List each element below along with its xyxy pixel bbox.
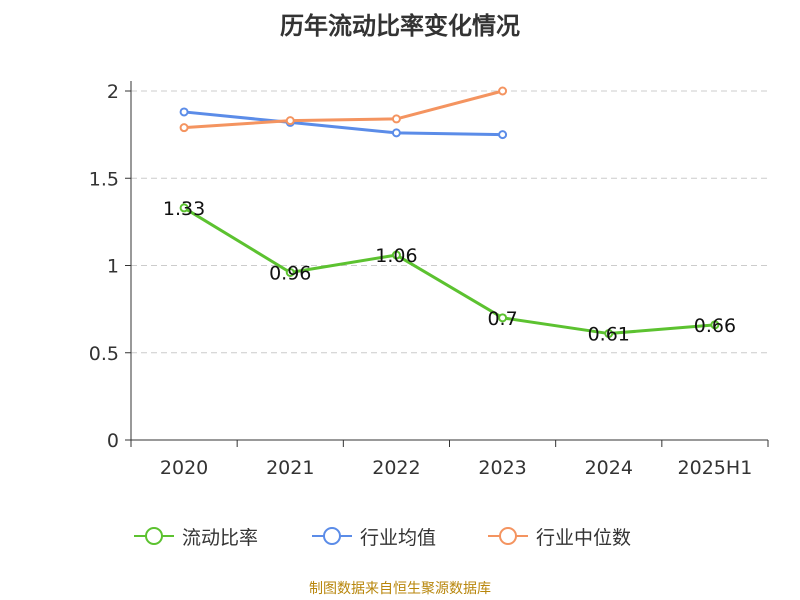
series-line bbox=[183, 206, 716, 336]
y-tick-label: 1 bbox=[107, 256, 119, 278]
data-point bbox=[391, 250, 401, 260]
data-point bbox=[179, 123, 189, 133]
data-label: 1.06 bbox=[375, 245, 417, 267]
x-tick-label: 2025H1 bbox=[678, 457, 753, 479]
data-label: 0.96 bbox=[269, 262, 311, 284]
series-line bbox=[183, 89, 503, 130]
y-tick-label: 0.5 bbox=[89, 343, 119, 365]
legend-swatch-industry-median bbox=[488, 527, 528, 545]
data-point bbox=[710, 320, 720, 330]
data-label: 0.7 bbox=[487, 308, 517, 330]
legend-item-industry-average[interactable]: 行业均值 bbox=[310, 522, 436, 550]
data-point bbox=[391, 114, 401, 124]
data-label: 0.66 bbox=[694, 315, 736, 337]
x-tick-label: 2023 bbox=[478, 457, 526, 479]
data-point bbox=[179, 203, 189, 213]
y-tick-label: 2 bbox=[107, 81, 119, 103]
data-point bbox=[498, 313, 508, 323]
source-note: 制图数据来自恒生聚源数据库 bbox=[309, 581, 491, 597]
data-point bbox=[391, 128, 401, 138]
x-tick-label: 2021 bbox=[266, 457, 314, 479]
data-point bbox=[604, 329, 614, 339]
chart-title: 历年流动比率变化情况 bbox=[280, 12, 520, 40]
series-line bbox=[183, 110, 503, 137]
data-point bbox=[498, 86, 508, 96]
legend-item-industry-median[interactable]: 行业中位数 bbox=[486, 522, 631, 550]
y-tick-label: 1.5 bbox=[89, 168, 119, 190]
data-point bbox=[179, 107, 189, 117]
x-tick-label: 2022 bbox=[372, 457, 420, 479]
legend-item-current-ratio[interactable]: 流动比率 bbox=[132, 522, 258, 550]
legend-label-industry-average: 行业均值 bbox=[360, 526, 437, 549]
y-tick-label: 0 bbox=[107, 430, 119, 452]
legend-label-current-ratio: 流动比率 bbox=[182, 526, 259, 549]
data-label: 0.61 bbox=[588, 324, 630, 346]
data-point bbox=[285, 116, 295, 126]
x-tick-label: 2020 bbox=[160, 457, 208, 479]
data-label: 1.33 bbox=[163, 198, 205, 220]
legend-label-industry-median: 行业中位数 bbox=[536, 526, 632, 549]
legend-swatch-industry-average bbox=[312, 527, 352, 545]
data-point bbox=[498, 130, 508, 140]
x-tick-label: 2024 bbox=[585, 457, 633, 479]
data-point bbox=[285, 267, 295, 277]
legend-swatch-current-ratio bbox=[134, 527, 174, 545]
